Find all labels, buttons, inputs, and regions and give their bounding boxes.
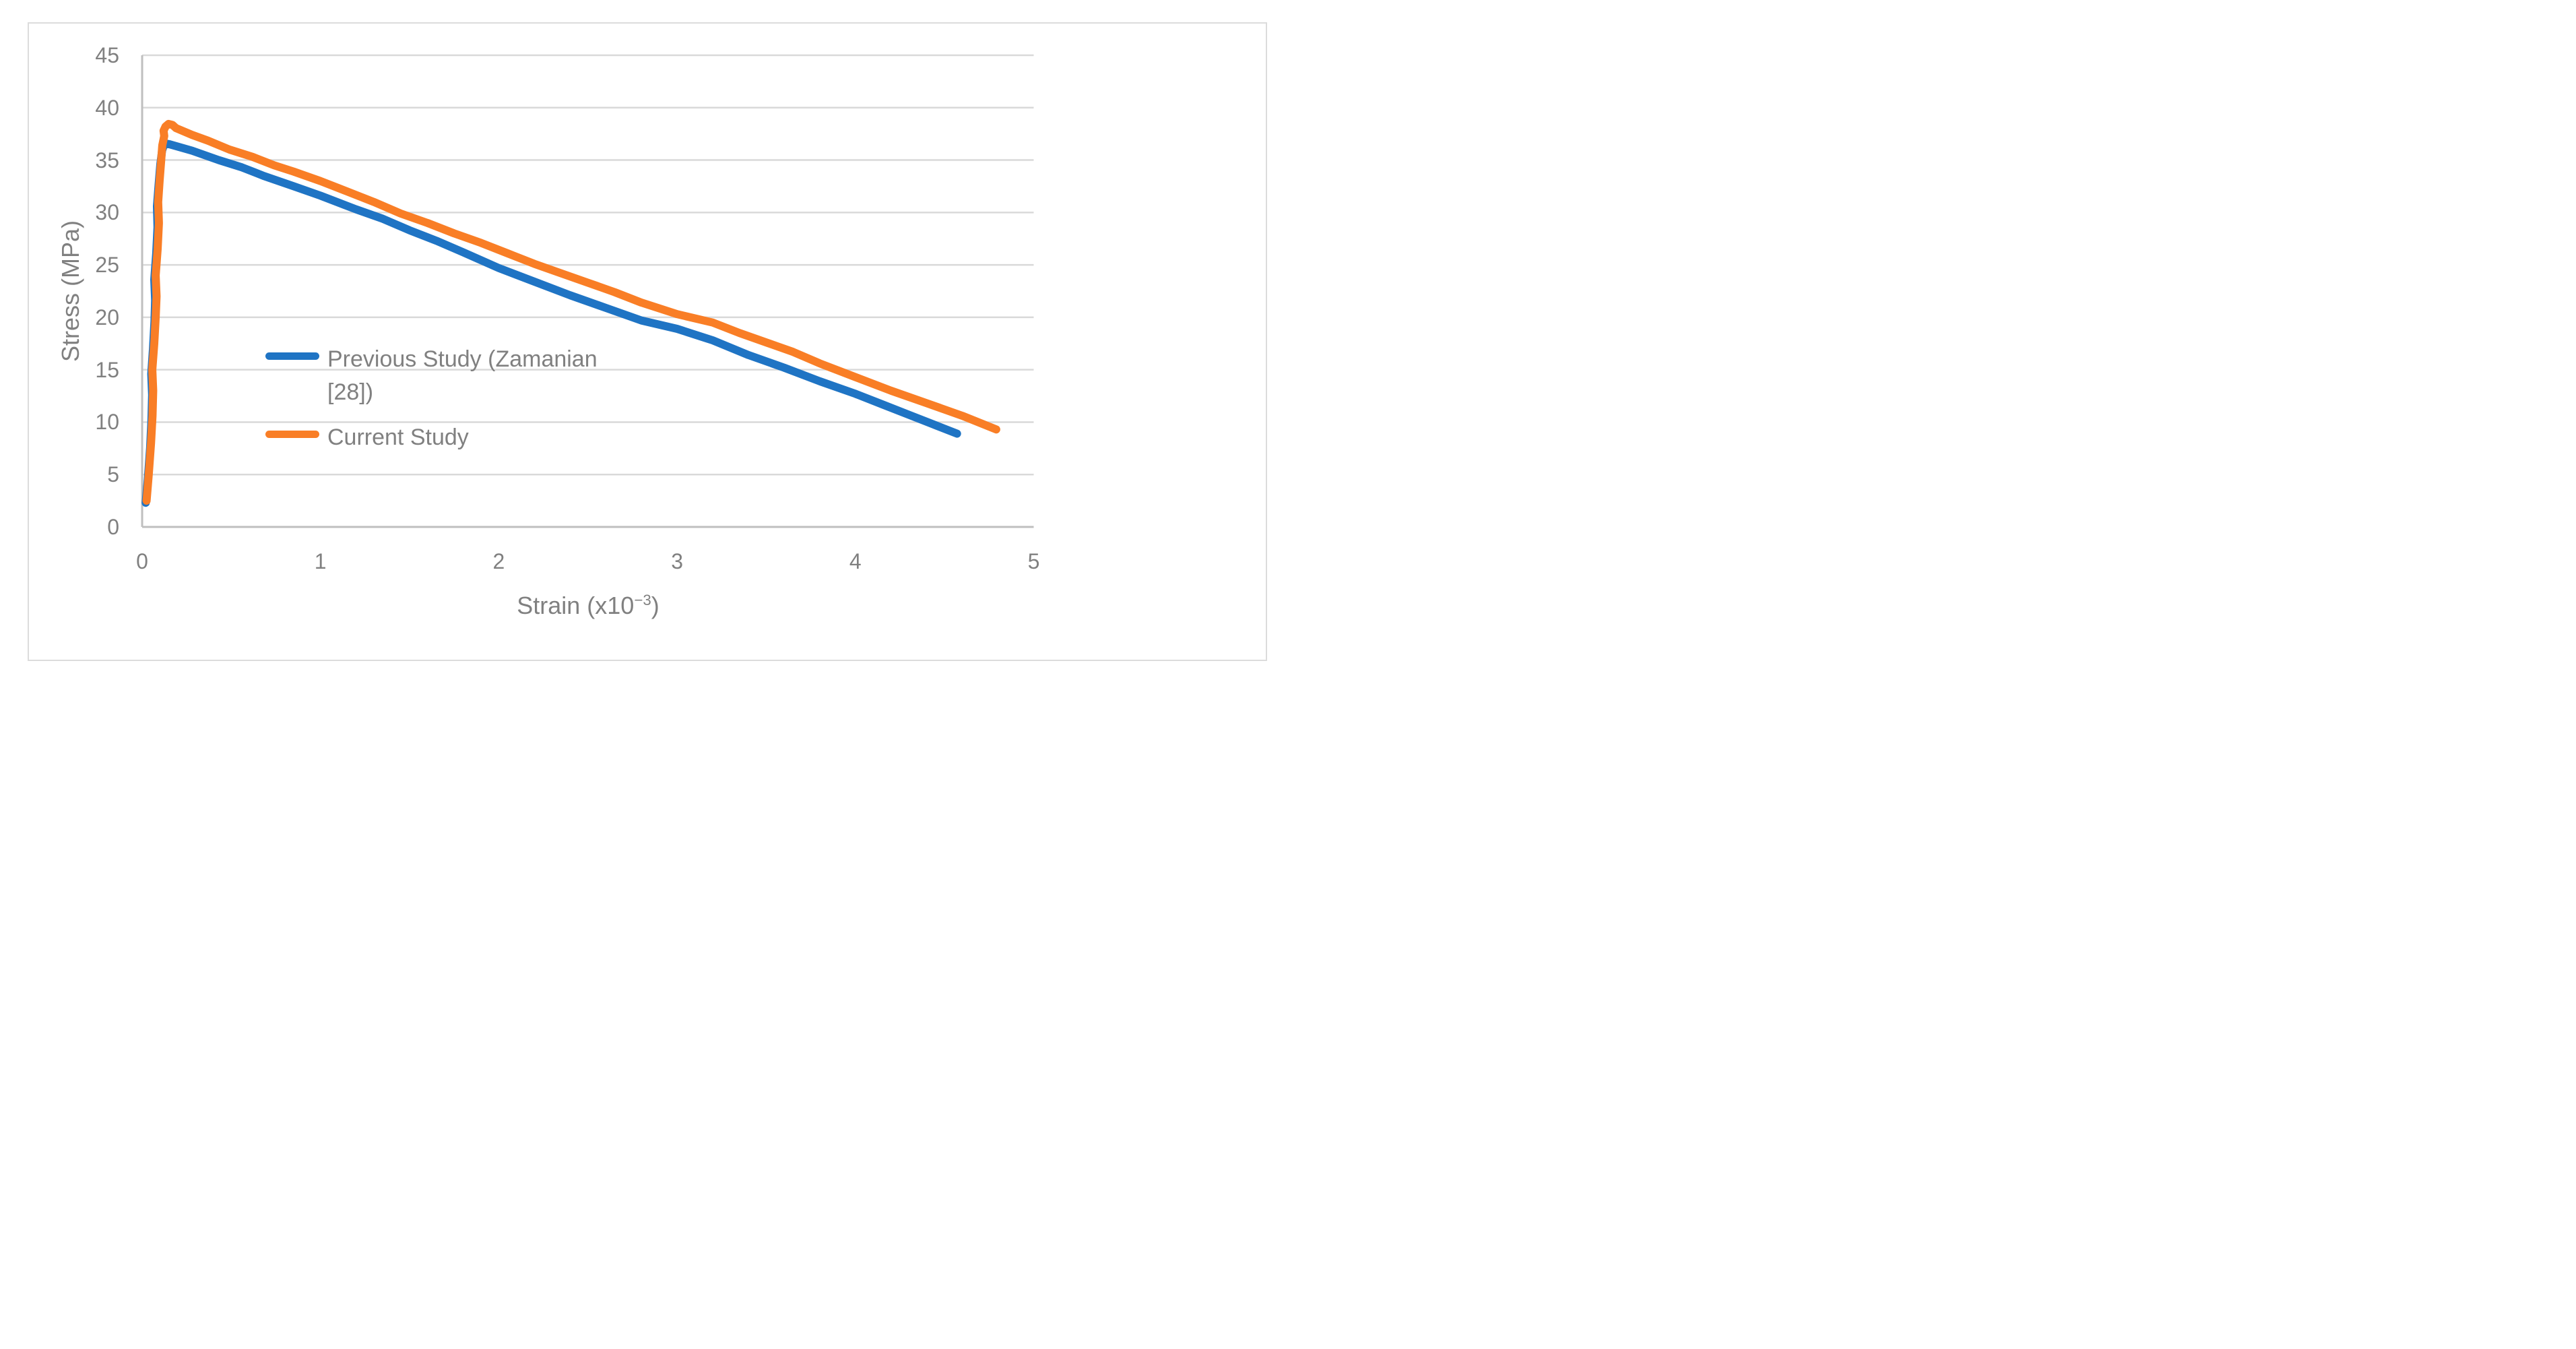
x-tick-label-3: 3 <box>671 549 683 573</box>
plot-area <box>141 54 1034 528</box>
x-tick-label-4: 4 <box>849 549 862 573</box>
x-tick-label-2: 2 <box>492 549 505 573</box>
x-axis-title-text: Strain (x10 <box>517 592 635 619</box>
y-tick-label-10: 10 <box>95 410 119 435</box>
x-tick-label-1: 1 <box>314 549 327 573</box>
y-tick-label-0: 0 <box>107 515 119 539</box>
y-tick-label-20: 20 <box>95 305 119 330</box>
x-axis-title: Strain (x10−3) <box>517 592 659 620</box>
x-tick-label-5: 5 <box>1027 549 1040 573</box>
x-axis-title-close: ) <box>651 592 659 619</box>
x-axis-title-superscript: −3 <box>634 592 651 608</box>
series-line-previous-study <box>141 139 961 507</box>
x-tick-label-0: 0 <box>136 549 148 573</box>
y-tick-label-15: 15 <box>95 357 119 382</box>
y-tick-label-30: 30 <box>95 200 119 225</box>
y-axis-title: Stress (MPa) <box>57 220 84 363</box>
y-tick-label-35: 35 <box>95 148 119 172</box>
y-tick-label-40: 40 <box>95 95 119 120</box>
y-tick-label-25: 25 <box>95 253 119 278</box>
y-tick-label-45: 45 <box>95 43 119 67</box>
series-line-current-study <box>142 119 1000 505</box>
y-tick-label-5: 5 <box>107 462 119 487</box>
